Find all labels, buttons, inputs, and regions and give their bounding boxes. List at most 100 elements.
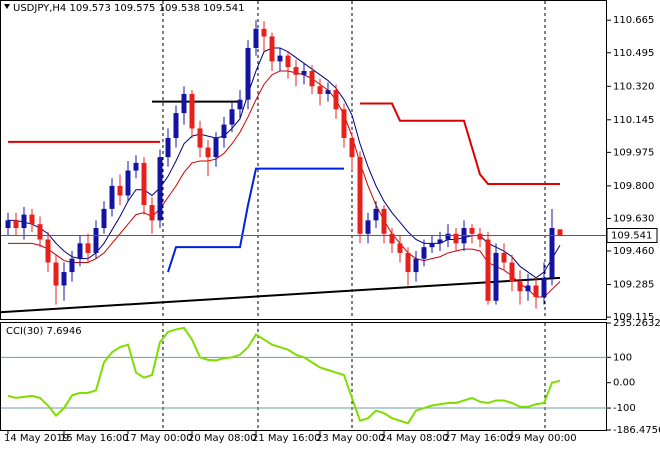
candle-body [229, 109, 235, 125]
candle-body [477, 233, 483, 240]
candle-body [381, 208, 387, 234]
candle-body [85, 243, 91, 253]
candle-body [445, 233, 451, 240]
y-tick-label: 110.145 [613, 115, 654, 126]
candle-body [13, 220, 19, 229]
candle-body [389, 233, 395, 244]
candle-body [413, 258, 419, 273]
candle-body [245, 47, 251, 100]
indicator-line [8, 102, 560, 185]
y-tick-label: 110.665 [613, 15, 654, 26]
candle-body [237, 99, 243, 110]
candle-body [373, 208, 379, 221]
candle-body [541, 277, 547, 297]
indicator-line [167, 167, 344, 273]
indicator-line [7, 326, 561, 425]
candle-body [437, 239, 443, 244]
candle-body [501, 252, 507, 263]
candle-body [317, 86, 323, 94]
candle-body [133, 162, 139, 171]
indicator-line [8, 47, 561, 279]
y-tick-label: 110.320 [613, 81, 654, 92]
cci-value: 7.6946 [47, 326, 82, 337]
candle-body [29, 214, 35, 225]
candle-body [165, 137, 171, 158]
candle-body [21, 214, 27, 229]
indicator-line [8, 70, 561, 298]
candle-body [93, 228, 99, 253]
header-low: 109.538 [159, 3, 200, 14]
candle-body [37, 224, 43, 240]
candle-body [533, 285, 539, 297]
y-tick-label: 235.2632 [613, 318, 660, 329]
trendline [0, 276, 561, 314]
candle-body [405, 252, 411, 273]
symbol: USDJPY,H4 [13, 3, 66, 14]
candle-body [365, 220, 371, 234]
candle-body [421, 247, 427, 259]
x-tick-label: 29 May 00:00 [508, 433, 577, 444]
candle-body [109, 185, 115, 209]
candle-body [221, 124, 227, 138]
candle-body [141, 162, 147, 206]
candle-body [301, 70, 307, 75]
y-tick-label: 109.975 [613, 147, 654, 158]
candle-body [453, 233, 459, 244]
cci-header: CCI(30) 7.6946 [6, 326, 82, 337]
candle-body [189, 93, 195, 129]
candle-body [493, 252, 499, 301]
candle-body [277, 55, 283, 62]
candle-body [341, 109, 347, 138]
price-label-box [606, 227, 658, 243]
x-tick-label: 24 May 08:00 [380, 433, 449, 444]
candle-body [549, 228, 555, 278]
candle-body [149, 205, 155, 221]
candle-body [357, 157, 363, 234]
y-tick-label: 0.00 [613, 378, 635, 389]
x-tick-label: 23 May 00:00 [316, 433, 385, 444]
cci-label: CCI(30) [6, 326, 44, 337]
candle-body [557, 229, 563, 236]
candle-body [325, 90, 331, 94]
candle-body [517, 281, 523, 292]
candle-body [525, 285, 531, 292]
candle-body [101, 208, 107, 229]
separators [162, 1, 546, 430]
candle-body [333, 90, 339, 110]
candle-body [397, 243, 403, 253]
y-tick-label: 109.285 [613, 280, 654, 291]
candle-body [293, 67, 299, 75]
candle-body [253, 28, 259, 48]
candle-body [157, 157, 163, 221]
candle-body [125, 170, 131, 196]
y-tick-label: -186.4756 [613, 425, 660, 436]
x-tick-label: 14 May 2019 [4, 433, 69, 444]
price-label: 109.541 [611, 230, 652, 241]
candle-body [197, 128, 203, 148]
candle-body [509, 262, 515, 282]
main-frame [0, 0, 607, 320]
x-tick-label: 27 May 16:00 [444, 433, 513, 444]
candle-body [61, 272, 67, 286]
x-tick-label: 21 May 16:00 [252, 433, 321, 444]
candle-body [261, 28, 267, 37]
header-close: 109.541 [203, 3, 244, 14]
candle-body [117, 185, 123, 196]
candle-body [469, 228, 475, 234]
y-tick-label: 100 [613, 352, 632, 363]
candle-body [269, 36, 275, 62]
x-tick-label: 17 May 00:00 [124, 433, 193, 444]
candle-body [285, 55, 291, 68]
header-high: 109.575 [114, 3, 155, 14]
candle-body [213, 137, 219, 158]
y-tick-label: 109.800 [613, 181, 654, 192]
y-tick-label: -100 [613, 403, 636, 414]
header: USDJPY,H4 109.573 109.575 109.538 109.54… [13, 3, 244, 14]
candle-body [53, 262, 59, 286]
x-tick-label: 15 May 16:00 [60, 433, 129, 444]
y-tick-label: 110.495 [613, 48, 654, 59]
symbol-icon [4, 4, 10, 9]
y-tick-label: 109.115 [613, 312, 654, 323]
header-open: 109.573 [69, 3, 110, 14]
